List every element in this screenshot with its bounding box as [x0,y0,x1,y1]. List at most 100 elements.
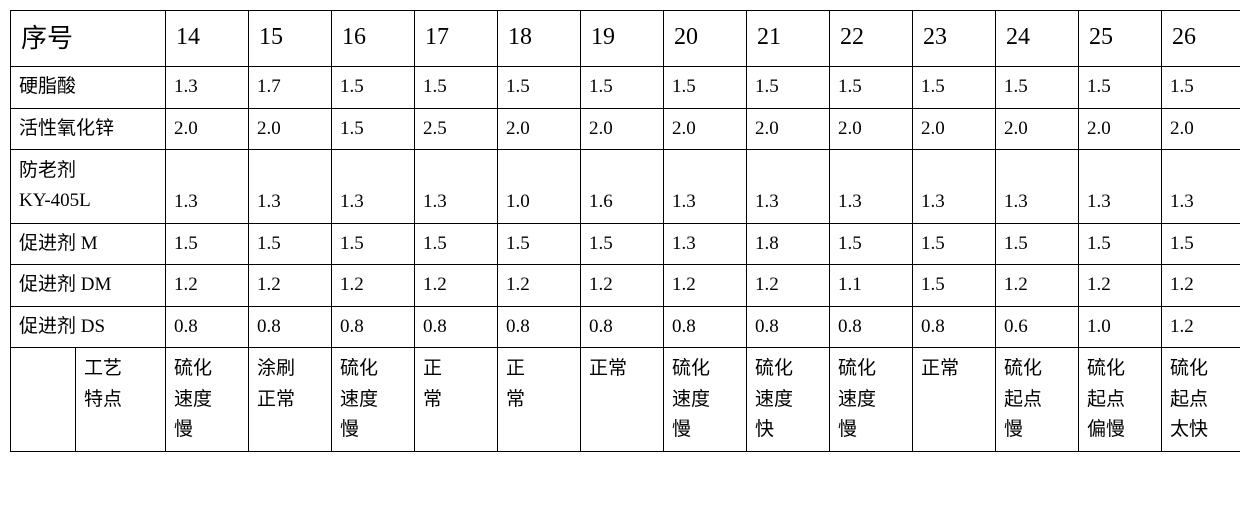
row-label: 促进剂 M [11,223,166,265]
data-cell: 1.3 [166,67,249,109]
data-cell: 1.8 [747,223,830,265]
data-cell: 1.3 [332,150,415,224]
footer-cell: 硫化速度慢 [664,348,747,452]
data-cell: 1.5 [498,67,581,109]
data-cell: 0.8 [249,306,332,348]
footer-cell: 硫化速度慢 [166,348,249,452]
data-cell: 0.8 [830,306,913,348]
data-cell: 1.3 [830,150,913,224]
table-row: 硬脂酸 1.3 1.7 1.5 1.5 1.5 1.5 1.5 1.5 1.5 … [11,67,1240,109]
col-header: 26 [1162,11,1240,67]
data-cell: 2.0 [747,108,830,150]
col-header: 21 [747,11,830,67]
data-cell: 1.5 [830,67,913,109]
data-cell: 2.0 [249,108,332,150]
table-row: 促进剂 DM 1.2 1.2 1.2 1.2 1.2 1.2 1.2 1.2 1… [11,265,1240,307]
data-cell: 1.5 [581,67,664,109]
table-footer-row: 工艺特点 硫化速度慢 涂刷正常 硫化速度慢 正常 正常 正常 硫化速度慢 硫化速… [11,348,1240,452]
data-cell: 1.6 [581,150,664,224]
data-cell: 1.3 [747,150,830,224]
row-label: 促进剂 DS [11,306,166,348]
data-cell: 2.0 [1079,108,1162,150]
footer-cell: 硫化速度慢 [332,348,415,452]
data-cell: 1.3 [1079,150,1162,224]
data-cell: 1.3 [1162,150,1240,224]
footer-label: 工艺特点 [76,348,166,452]
data-cell: 2.0 [1162,108,1240,150]
data-cell: 1.3 [249,150,332,224]
data-cell: 1.5 [830,223,913,265]
footer-cell: 正常 [581,348,664,452]
data-cell: 1.5 [913,67,996,109]
col-header: 14 [166,11,249,67]
data-cell: 0.8 [913,306,996,348]
table-row: 活性氧化锌 2.0 2.0 1.5 2.5 2.0 2.0 2.0 2.0 2.… [11,108,1240,150]
data-cell: 1.5 [664,67,747,109]
header-label: 序号 [11,11,166,67]
data-cell: 1.3 [664,223,747,265]
data-cell: 1.2 [996,265,1079,307]
data-cell: 2.0 [166,108,249,150]
row-label: 防老剂KY-405L [11,150,166,224]
data-cell: 0.6 [996,306,1079,348]
data-cell: 1.2 [1162,306,1240,348]
data-cell: 1.3 [415,150,498,224]
data-cell: 1.5 [1162,67,1240,109]
row-label: 硬脂酸 [11,67,166,109]
data-cell: 2.0 [913,108,996,150]
col-header: 19 [581,11,664,67]
data-cell: 2.5 [415,108,498,150]
data-cell: 2.0 [664,108,747,150]
table-row: 促进剂 M 1.5 1.5 1.5 1.5 1.5 1.5 1.3 1.8 1.… [11,223,1240,265]
data-cell: 1.2 [581,265,664,307]
data-cell: 1.5 [332,67,415,109]
footer-cell: 正常 [498,348,581,452]
data-cell: 2.0 [996,108,1079,150]
data-cell: 2.0 [581,108,664,150]
data-cell: 1.2 [498,265,581,307]
data-cell: 1.3 [166,150,249,224]
data-cell: 1.2 [415,265,498,307]
table-row: 促进剂 DS 0.8 0.8 0.8 0.8 0.8 0.8 0.8 0.8 0… [11,306,1240,348]
table-header-row: 序号 14 15 16 17 18 19 20 21 22 23 24 25 2… [11,11,1240,67]
data-cell: 1.5 [332,223,415,265]
data-cell: 1.5 [913,265,996,307]
data-cell: 1.5 [996,67,1079,109]
data-cell: 1.5 [1162,223,1240,265]
data-cell: 1.1 [830,265,913,307]
col-header: 23 [913,11,996,67]
footer-cell: 硫化起点慢 [996,348,1079,452]
data-table: 序号 14 15 16 17 18 19 20 21 22 23 24 25 2… [10,10,1240,452]
footer-cell: 涂刷正常 [249,348,332,452]
col-header: 17 [415,11,498,67]
data-cell: 1.5 [1079,67,1162,109]
data-cell: 1.2 [332,265,415,307]
col-header: 22 [830,11,913,67]
data-cell: 1.2 [249,265,332,307]
data-cell: 1.5 [249,223,332,265]
data-cell: 2.0 [830,108,913,150]
col-header: 15 [249,11,332,67]
data-cell: 1.5 [1079,223,1162,265]
data-cell: 1.0 [1079,306,1162,348]
data-cell: 1.5 [166,223,249,265]
data-cell: 1.5 [581,223,664,265]
footer-blank [11,348,76,452]
data-cell: 1.2 [664,265,747,307]
data-cell: 1.5 [498,223,581,265]
data-cell: 1.7 [249,67,332,109]
footer-cell: 硫化起点偏慢 [1079,348,1162,452]
data-cell: 1.3 [664,150,747,224]
col-header: 24 [996,11,1079,67]
data-cell: 0.8 [166,306,249,348]
footer-cell: 正常 [913,348,996,452]
col-header: 18 [498,11,581,67]
row-label: 促进剂 DM [11,265,166,307]
data-cell: 1.3 [996,150,1079,224]
data-cell: 1.5 [415,223,498,265]
data-cell: 0.8 [498,306,581,348]
footer-cell: 硫化速度慢 [830,348,913,452]
row-label: 活性氧化锌 [11,108,166,150]
footer-cell: 硫化起点太快 [1162,348,1240,452]
col-header: 25 [1079,11,1162,67]
